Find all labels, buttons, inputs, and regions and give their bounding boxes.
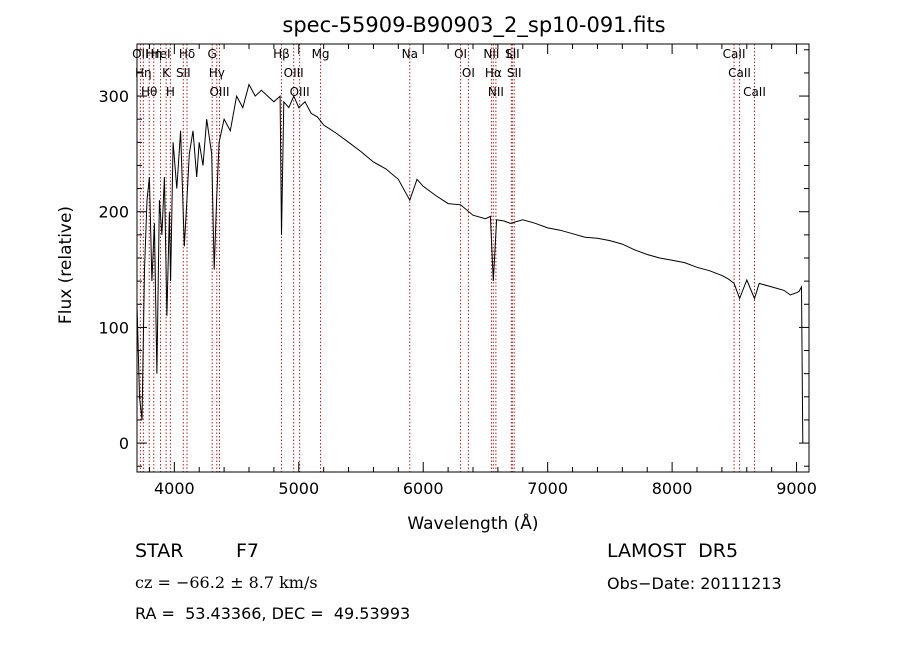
- line-label-21: NII: [488, 85, 504, 99]
- redshift-velocity: cz = −66.2 ± 8.7 km/s: [135, 573, 318, 592]
- object-class: STAR: [135, 540, 184, 562]
- x-tick-label-4: 8000: [652, 479, 693, 498]
- x-tick-label-5: 9000: [776, 479, 817, 498]
- x-tick-label-3: 7000: [527, 479, 568, 498]
- line-label-11: OIII: [209, 85, 229, 99]
- x-tick-label-1: 5000: [278, 479, 319, 498]
- line-label-19: NII: [483, 47, 499, 61]
- line-label-15: Mg: [312, 47, 330, 61]
- line-label-24: SII: [507, 66, 522, 80]
- line-label-4: HeI: [151, 47, 171, 61]
- line-label-6: H: [166, 85, 175, 99]
- y-tick-label-1: 100: [98, 318, 129, 337]
- x-axis-label: Wavelength (Å): [407, 512, 538, 534]
- line-label-7: SII: [176, 66, 191, 80]
- line-label-3: Hη: [145, 47, 162, 61]
- line-label-8: Hδ: [179, 47, 195, 61]
- line-label-26: CaII: [728, 66, 751, 80]
- y-tick-label-3: 300: [98, 87, 129, 106]
- survey-name: LAMOST DR5: [607, 540, 739, 562]
- x-tick-label-0: 4000: [154, 479, 195, 498]
- line-label-10: Hγ: [209, 66, 225, 80]
- y-tick-label-0: 0: [119, 434, 129, 453]
- line-label-13: OIII: [284, 66, 304, 80]
- y-tick-label-2: 200: [98, 203, 129, 222]
- line-label-5: K: [162, 66, 171, 80]
- line-label-16: Na: [402, 47, 418, 61]
- flux-series-line: [136, 83, 804, 444]
- spectral-line-markers: [139, 44, 755, 472]
- line-label-14: OIII: [290, 85, 310, 99]
- x-tick-label-2: 6000: [403, 479, 444, 498]
- line-label-17: OI: [454, 47, 467, 61]
- line-label-18: OI: [462, 66, 475, 80]
- line-label-0: OII: [132, 47, 149, 61]
- object-subclass: F7: [236, 540, 260, 562]
- y-axis-label: Flux (relative): [56, 206, 76, 324]
- line-label-23: SII: [505, 47, 520, 61]
- line-label-2: Hθ: [141, 85, 157, 99]
- chart-title: spec-55909-B90903_2_sp10-091.fits: [282, 13, 665, 38]
- axis-ticks: 4000 5000 6000 7000 8000 9000 0 100 200 300: [98, 44, 817, 498]
- line-label-27: CaII: [743, 85, 766, 99]
- line-label-25: CaII: [723, 47, 746, 61]
- plot-frame: [136, 43, 810, 473]
- line-label-9: G: [208, 47, 217, 61]
- line-label-1: Hη: [135, 66, 152, 80]
- line-label-12: Hβ: [273, 47, 290, 61]
- observation-date: Obs−Date: 20111213: [607, 574, 782, 593]
- line-label-20: Hα: [485, 66, 502, 80]
- line-label-22: Li: [506, 47, 516, 61]
- ra-dec-coordinates: RA = 53.43366, DEC = 49.53993: [135, 604, 411, 623]
